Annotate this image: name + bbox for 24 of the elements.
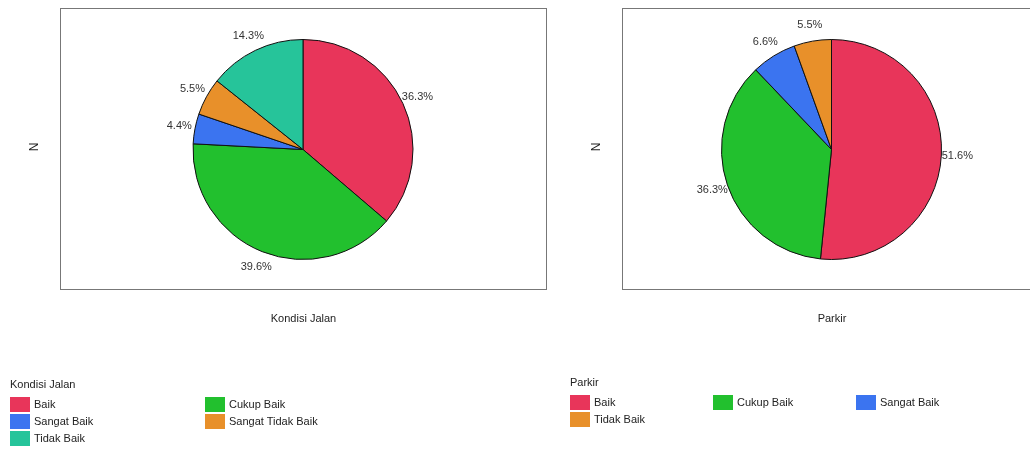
legend-label: Sangat Baik [34, 415, 94, 427]
data-label: 5.5% [179, 82, 206, 95]
legend-label: Tidak Baik [594, 413, 645, 425]
data-label: 36.3% [401, 89, 434, 102]
text: N [27, 142, 42, 152]
legend-label: Cukup Baik [229, 398, 286, 410]
text: Parkir [816, 312, 848, 324]
data-label: 5.5% [797, 18, 823, 31]
text: N [589, 142, 604, 152]
legend-label: Baik [594, 396, 616, 408]
legend-label: Sangat Tidak Baik [229, 415, 318, 427]
data-label: 39.6% [240, 259, 273, 272]
legend-label: Baik [34, 398, 56, 410]
text: Kondisi Jalan [269, 312, 338, 324]
data-label: 6.6% [752, 35, 779, 48]
legend-label: Cukup Baik [737, 396, 794, 408]
legend-title: Parkir [570, 376, 600, 388]
data-label: 36.3% [696, 183, 729, 196]
legend-title: Kondisi Jalan [10, 378, 77, 390]
legend-label: Sangat Baik [880, 396, 940, 408]
data-label: 51.6% [941, 148, 974, 161]
data-label: 4.4% [166, 118, 193, 131]
data-label: 14.3% [232, 29, 265, 42]
legend-label: Tidak Baik [34, 432, 85, 444]
